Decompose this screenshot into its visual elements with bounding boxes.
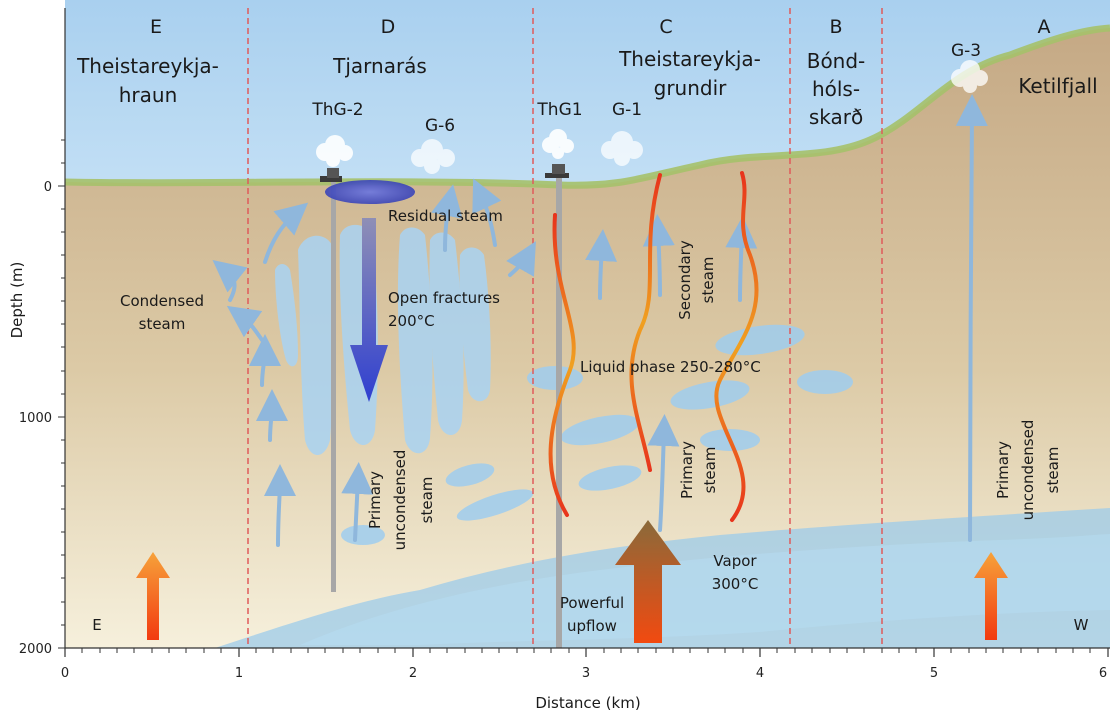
zone-name-b-line3: skarð <box>809 105 863 129</box>
zone-letter-c: C <box>659 16 672 38</box>
y-tick-1000: 1000 <box>19 411 52 426</box>
well-thg2-casing <box>331 182 336 592</box>
x-axis-title: Distance (km) <box>535 694 640 712</box>
vapor-zone-inner <box>300 534 1110 645</box>
well-label-g1: G-1 <box>612 100 642 120</box>
well-thg1-head <box>545 173 569 178</box>
axes: 0 1 2 3 4 5 6 0 1000 2000 Distance (km) … <box>8 8 1110 712</box>
y-tick-0: 0 <box>44 180 52 195</box>
primary-uncondensed-right-line3: steam <box>1044 447 1062 494</box>
flow-arrows <box>212 94 988 547</box>
x-tick-0: 0 <box>61 666 69 681</box>
open-fractures-label-line1: Open fractures <box>388 289 500 307</box>
vapor-label-line1: Vapor <box>713 552 757 570</box>
well-thg1-casing <box>556 178 562 648</box>
cloud-thg2 <box>316 135 353 167</box>
steam-clouds <box>316 60 988 174</box>
zone-name-e-line2: hraun <box>119 83 178 107</box>
upflow-arrow-left <box>136 552 170 640</box>
primary-uncondensed-right-line2: uncondensed <box>1019 420 1037 521</box>
primary-uncondensed-left-line3: steam <box>418 477 436 524</box>
well-thg1-valve <box>552 164 565 174</box>
well-label-thg2: ThG-2 <box>311 100 363 120</box>
west-label: W <box>1074 616 1089 634</box>
zone-name-e-line1: Theistareykja- <box>76 54 219 78</box>
cloud-g1 <box>601 131 643 166</box>
primary-steam-label-line1: Primary <box>678 441 696 499</box>
residual-steam-cap <box>325 180 415 204</box>
powerful-upflow-arrow <box>615 520 681 643</box>
vapor-label-line2: 300°C <box>712 575 759 593</box>
open-fractures <box>275 224 491 455</box>
residual-steam-label: Residual steam <box>388 207 503 225</box>
well-label-g3: G-3 <box>951 41 981 61</box>
upflow-arrow-right <box>974 552 1008 640</box>
process-labels: Residual steam Open fractures 200°C Cond… <box>92 207 1088 635</box>
zone-letter-a: A <box>1038 16 1051 38</box>
zone-name-c-line1: Theistareykja- <box>618 47 761 71</box>
hot-upflows <box>548 171 759 522</box>
well-label-thg1: ThG1 <box>536 100 582 120</box>
x-tick-4: 4 <box>756 666 764 681</box>
zone-name-b-line2: hóls- <box>812 77 860 101</box>
primary-steam-label-line2: steam <box>701 447 719 494</box>
x-tick-6: 6 <box>1099 666 1107 681</box>
x-tick-2: 2 <box>409 666 417 681</box>
zone-letter-d: D <box>381 16 396 38</box>
zone-letter-b: B <box>829 16 842 38</box>
x-tick-1: 1 <box>235 666 243 681</box>
zone-labels: E Theistareykja- hraun D Tjarnarás C The… <box>76 16 1098 129</box>
secondary-steam-label-line1: Secondary <box>676 240 694 320</box>
condensed-steam-label-line1: Condensed <box>120 292 204 310</box>
downflow-arrow <box>350 218 388 402</box>
cloud-thg1 <box>542 129 574 159</box>
wells <box>320 164 569 648</box>
powerful-upflow-label-line1: Powerful <box>560 594 624 612</box>
primary-uncondensed-left-line1: Primary <box>366 471 384 529</box>
primary-uncondensed-right-line1: Primary <box>994 441 1012 499</box>
y-ticks <box>58 139 65 649</box>
powerful-upflow-label-line2: upflow <box>567 617 617 635</box>
y-tick-2000: 2000 <box>19 642 52 657</box>
liquid-phase-label: Liquid phase 250-280°C <box>580 358 761 376</box>
zone-letter-e: E <box>150 16 162 38</box>
open-fractures-label-line2: 200°C <box>388 312 435 330</box>
zone-name-b-line1: Bónd- <box>807 49 866 73</box>
well-thg2-head <box>320 176 342 182</box>
liquid-lenses <box>341 324 853 545</box>
x-tick-3: 3 <box>582 666 590 681</box>
x-tick-5: 5 <box>930 666 938 681</box>
cloud-g6 <box>411 139 455 174</box>
y-axis-title: Depth (m) <box>8 262 26 339</box>
zone-name-d: Tjarnarás <box>332 54 427 78</box>
cloud-g3 <box>951 60 988 93</box>
condensed-steam-label-line2: steam <box>139 315 186 333</box>
secondary-steam-label-line2: steam <box>699 257 717 304</box>
x-minor-ticks <box>81 648 1091 653</box>
zone-name-a: Ketilfjall <box>1018 74 1097 98</box>
east-label: E <box>92 616 101 634</box>
x-major-ticks <box>64 648 1109 657</box>
zone-name-c-line2: grundir <box>654 76 728 100</box>
well-thg2-valve <box>327 168 339 178</box>
well-labels: ThG-2 G-6 ThG1 G-1 G-3 <box>311 41 981 136</box>
primary-uncondensed-left-line2: uncondensed <box>391 450 409 551</box>
well-label-g6: G-6 <box>425 116 455 136</box>
